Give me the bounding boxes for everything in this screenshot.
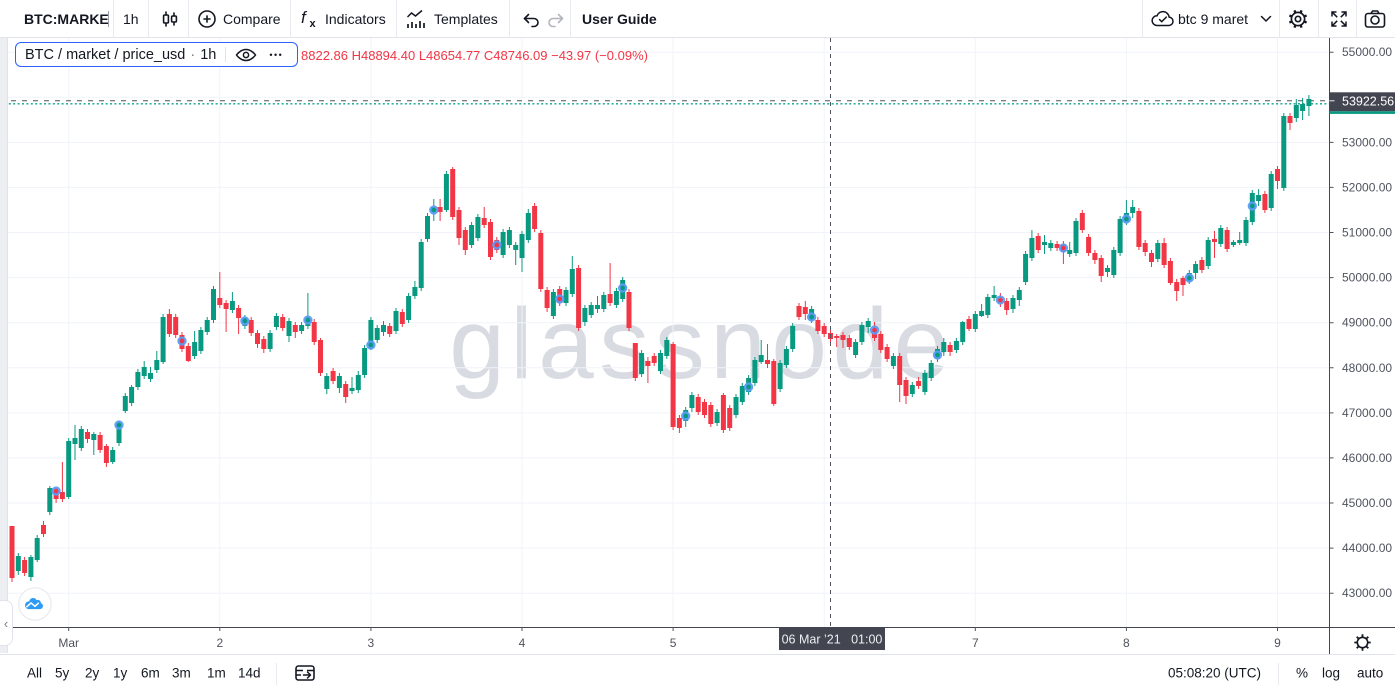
svg-text:55000.00: 55000.00 [1342,45,1392,59]
svg-text:53922.56: 53922.56 [1342,94,1394,108]
svg-text:7: 7 [972,636,979,650]
svg-text:x: x [310,18,317,30]
svg-text:48000.00: 48000.00 [1342,361,1392,375]
svg-text:47000.00: 47000.00 [1342,406,1392,420]
svg-text:46000.00: 46000.00 [1342,451,1392,465]
svg-text:8: 8 [1123,636,1130,650]
svg-text:Mar: Mar [58,636,79,650]
svg-text:06 Mar ’21 01:00: 06 Mar ’21 01:00 [782,633,883,647]
svg-text:50000.00: 50000.00 [1342,271,1392,285]
svg-text:4: 4 [519,636,526,650]
svg-text:49000.00: 49000.00 [1342,316,1392,330]
svg-text:5: 5 [670,636,677,650]
svg-text:52000.00: 52000.00 [1342,180,1392,194]
svg-text:43000.00: 43000.00 [1342,586,1392,600]
svg-text:44000.00: 44000.00 [1342,541,1392,555]
svg-text:f: f [301,8,308,27]
svg-text:53000.00: 53000.00 [1342,135,1392,149]
svg-text:9: 9 [1274,636,1281,650]
svg-text:2: 2 [216,636,223,650]
svg-text:3: 3 [368,636,375,650]
svg-text:51000.00: 51000.00 [1342,226,1392,240]
svg-text:45000.00: 45000.00 [1342,496,1392,510]
